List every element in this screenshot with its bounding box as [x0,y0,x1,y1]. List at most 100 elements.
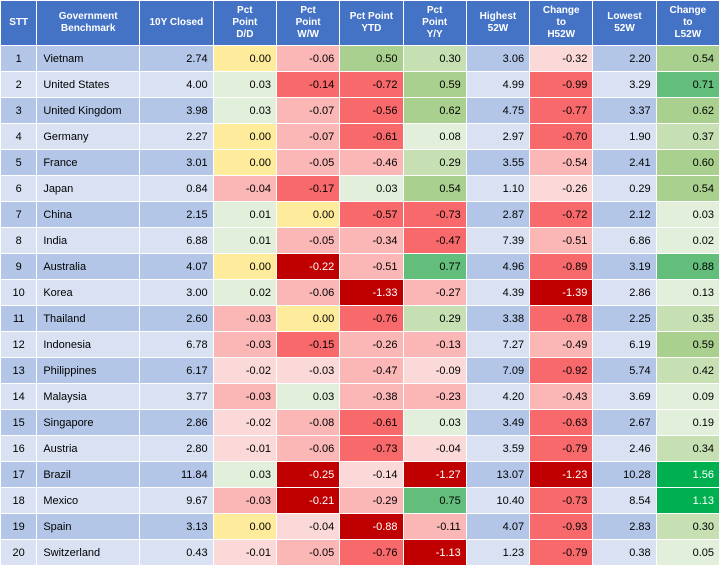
cell-h52: 4.99 [466,72,529,98]
cell-stt: 18 [1,488,37,514]
cell-l52: 2.67 [593,410,656,436]
table-row: 16Austria2.80-0.01-0.06-0.73-0.043.59-0.… [1,436,720,462]
cell-closed: 2.27 [140,124,214,150]
cell-cl52: 0.54 [656,46,719,72]
table-row: 13Philippines6.17-0.02-0.03-0.47-0.097.0… [1,358,720,384]
cell-ch52: -1.39 [530,280,593,306]
cell-closed: 3.01 [140,150,214,176]
cell-stt: 4 [1,124,37,150]
cell-name: Australia [37,254,140,280]
benchmark-table: STTGovernmentBenchmark10Y ClosedPctPoint… [0,0,720,566]
cell-yy: -0.27 [403,280,466,306]
cell-ytd: -0.29 [340,488,403,514]
cell-stt: 7 [1,202,37,228]
cell-closed: 2.15 [140,202,214,228]
cell-cl52: 0.60 [656,150,719,176]
cell-stt: 15 [1,410,37,436]
col-header-dd: PctPointD/D [213,1,276,46]
cell-stt: 5 [1,150,37,176]
cell-ytd: -0.26 [340,332,403,358]
table-row: 14Malaysia3.77-0.030.03-0.38-0.234.20-0.… [1,384,720,410]
cell-dd: 0.03 [213,72,276,98]
cell-closed: 2.74 [140,46,214,72]
cell-yy: -0.09 [403,358,466,384]
cell-ch52: -0.73 [530,488,593,514]
cell-ch52: -1.23 [530,462,593,488]
cell-ww: -0.06 [276,436,339,462]
cell-dd: -0.03 [213,332,276,358]
cell-dd: 0.01 [213,228,276,254]
cell-h52: 4.75 [466,98,529,124]
table-row: 10Korea3.000.02-0.06-1.33-0.274.39-1.392… [1,280,720,306]
col-header-l52: Lowest52W [593,1,656,46]
cell-dd: -0.02 [213,358,276,384]
cell-ytd: -0.61 [340,410,403,436]
cell-stt: 11 [1,306,37,332]
cell-ww: -0.07 [276,124,339,150]
cell-ch52: -0.63 [530,410,593,436]
cell-h52: 4.96 [466,254,529,280]
cell-ytd: -0.76 [340,306,403,332]
cell-dd: 0.00 [213,124,276,150]
cell-ww: -0.08 [276,410,339,436]
cell-l52: 1.90 [593,124,656,150]
cell-name: Korea [37,280,140,306]
cell-yy: 0.54 [403,176,466,202]
col-header-yy: PctPointY/Y [403,1,466,46]
cell-ww: -0.05 [276,228,339,254]
cell-cl52: 1.56 [656,462,719,488]
cell-ytd: -0.46 [340,150,403,176]
cell-dd: -0.04 [213,176,276,202]
cell-dd: -0.02 [213,410,276,436]
col-header-cl52: ChangetoL52W [656,1,719,46]
cell-stt: 13 [1,358,37,384]
cell-yy: -1.13 [403,540,466,566]
cell-ch52: -0.26 [530,176,593,202]
cell-name: Switzerland [37,540,140,566]
cell-ww: -0.25 [276,462,339,488]
cell-yy: 0.03 [403,410,466,436]
cell-h52: 7.39 [466,228,529,254]
cell-dd: -0.03 [213,384,276,410]
cell-yy: -0.47 [403,228,466,254]
cell-ytd: -0.34 [340,228,403,254]
cell-l52: 0.29 [593,176,656,202]
cell-l52: 10.28 [593,462,656,488]
cell-l52: 2.83 [593,514,656,540]
cell-h52: 3.49 [466,410,529,436]
cell-closed: 0.43 [140,540,214,566]
cell-dd: 0.01 [213,202,276,228]
cell-l52: 2.86 [593,280,656,306]
cell-stt: 3 [1,98,37,124]
cell-dd: 0.03 [213,98,276,124]
table-row: 3United Kingdom3.980.03-0.07-0.560.624.7… [1,98,720,124]
col-header-stt: STT [1,1,37,46]
cell-yy: 0.62 [403,98,466,124]
table-row: 9Australia4.070.00-0.22-0.510.774.96-0.8… [1,254,720,280]
table-row: 12Indonesia6.78-0.03-0.15-0.26-0.137.27-… [1,332,720,358]
cell-name: Spain [37,514,140,540]
cell-yy: -0.04 [403,436,466,462]
cell-ww: -0.05 [276,540,339,566]
cell-cl52: 0.30 [656,514,719,540]
cell-ytd: 0.50 [340,46,403,72]
cell-cl52: 0.09 [656,384,719,410]
table-row: 15Singapore2.86-0.02-0.08-0.610.033.49-0… [1,410,720,436]
cell-ytd: -0.72 [340,72,403,98]
cell-dd: 0.00 [213,46,276,72]
cell-closed: 6.17 [140,358,214,384]
cell-ch52: -0.77 [530,98,593,124]
cell-ch52: -0.89 [530,254,593,280]
cell-stt: 6 [1,176,37,202]
cell-ytd: -0.51 [340,254,403,280]
cell-l52: 0.38 [593,540,656,566]
cell-name: Japan [37,176,140,202]
cell-ytd: 0.03 [340,176,403,202]
cell-ch52: -0.92 [530,358,593,384]
col-header-ytd: Pct PointYTD [340,1,403,46]
table-row: 1Vietnam2.740.00-0.060.500.303.06-0.322.… [1,46,720,72]
cell-cl52: 0.03 [656,202,719,228]
cell-ch52: -0.79 [530,540,593,566]
table-row: 6Japan0.84-0.04-0.170.030.541.10-0.260.2… [1,176,720,202]
table-row: 18Mexico9.67-0.03-0.21-0.290.7510.40-0.7… [1,488,720,514]
